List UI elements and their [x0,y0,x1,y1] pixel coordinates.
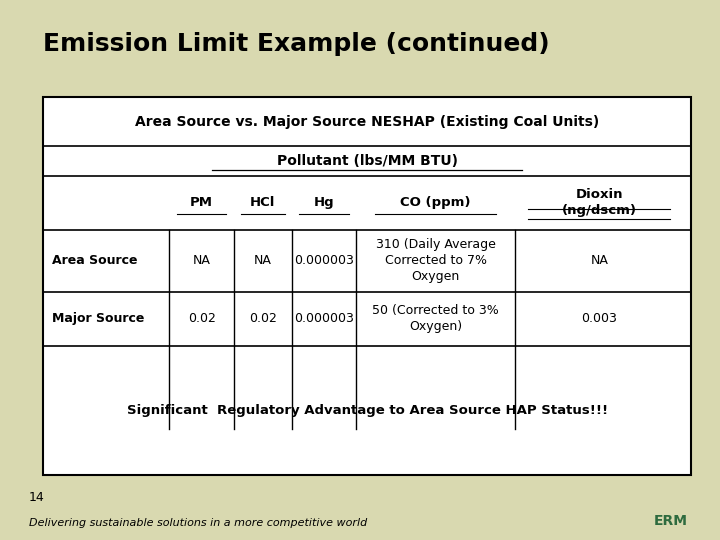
Text: NA: NA [254,254,271,267]
Text: CO (ppm): CO (ppm) [400,196,471,209]
Text: HCl: HCl [250,196,276,209]
Text: 310 (Daily Average
Corrected to 7%
Oxygen: 310 (Daily Average Corrected to 7% Oxyge… [376,238,495,283]
Text: 14: 14 [29,491,45,504]
Text: Dioxin
(ng/dscm): Dioxin (ng/dscm) [562,188,637,217]
Text: Pollutant (lbs/MM BTU): Pollutant (lbs/MM BTU) [276,154,458,167]
Text: Area Source vs. Major Source NESHAP (Existing Coal Units): Area Source vs. Major Source NESHAP (Exi… [135,114,599,129]
Text: 0.02: 0.02 [249,312,276,325]
Text: NA: NA [590,254,608,267]
Text: Significant  Regulatory Advantage to Area Source HAP Status!!!: Significant Regulatory Advantage to Area… [127,404,608,417]
Text: 0.003: 0.003 [582,312,617,325]
Text: 0.000003: 0.000003 [294,312,354,325]
Text: 50 (Corrected to 3%
Oxygen): 50 (Corrected to 3% Oxygen) [372,304,499,333]
Text: 0.000003: 0.000003 [294,254,354,267]
Text: PM: PM [190,196,213,209]
Text: Area Source: Area Source [52,254,138,267]
Text: ERM: ERM [654,514,688,528]
Text: Emission Limit Example (continued): Emission Limit Example (continued) [43,32,550,56]
Text: NA: NA [193,254,210,267]
FancyBboxPatch shape [43,97,691,475]
Text: Delivering sustainable solutions in a more competitive world: Delivering sustainable solutions in a mo… [29,518,367,528]
Text: Hg: Hg [314,196,334,209]
Text: Major Source: Major Source [52,312,144,325]
Text: 0.02: 0.02 [188,312,215,325]
